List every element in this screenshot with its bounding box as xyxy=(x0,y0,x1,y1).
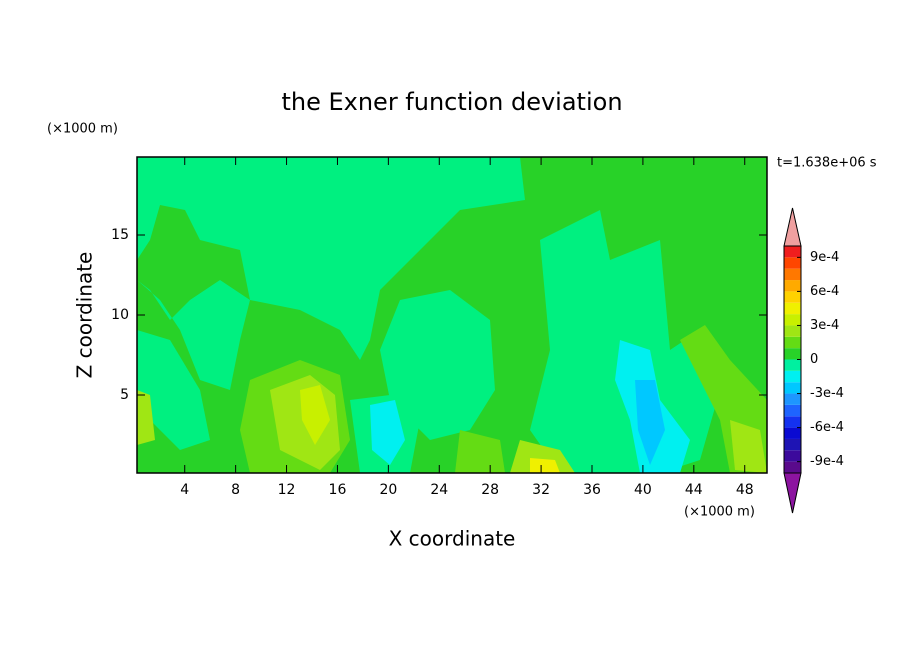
colorbar-band xyxy=(784,348,801,360)
colorbar-under xyxy=(783,472,802,514)
y-tick-label: 10 xyxy=(111,307,129,323)
x-tick-label: 16 xyxy=(329,482,347,498)
colorbar-band xyxy=(784,416,801,428)
colorbar-over xyxy=(783,207,802,247)
x-tick-label: 40 xyxy=(634,482,652,498)
x-tick-label: 32 xyxy=(532,482,550,498)
colorbar-tick-label: 0 xyxy=(810,352,818,367)
colorbar-tick-label: 3e-4 xyxy=(810,318,839,333)
colorbar-band xyxy=(784,359,801,371)
colorbar-band xyxy=(784,302,801,315)
x-tick-label: 36 xyxy=(583,482,601,498)
contour-field xyxy=(137,157,767,473)
time-label: t=1.638e+06 s xyxy=(777,156,877,171)
x-axis-label: X coordinate xyxy=(389,527,516,551)
colorbar-tick-label: 6e-4 xyxy=(810,284,839,299)
x-tick-label: 20 xyxy=(379,482,397,498)
y-axis-label: Z coordinate xyxy=(73,252,97,379)
x-unit: (×1000 m) xyxy=(684,505,755,520)
colorbar-band xyxy=(784,382,801,394)
colorbar-band xyxy=(784,427,801,439)
colorbar-tick-label: -9e-4 xyxy=(810,454,844,469)
colorbar-band xyxy=(784,268,801,281)
colorbar-band xyxy=(784,450,801,462)
colorbar-band xyxy=(784,370,801,383)
x-tick-label: 8 xyxy=(231,482,240,498)
colorbar-tick-label: -6e-4 xyxy=(810,420,844,435)
x-tick-label: 4 xyxy=(180,482,189,498)
colorbar-band xyxy=(784,314,801,326)
colorbar-band xyxy=(784,393,801,405)
y-tick-label: 5 xyxy=(120,387,129,403)
x-tick-label: 48 xyxy=(736,482,754,498)
colorbar-band xyxy=(784,280,801,292)
x-tick-label: 12 xyxy=(278,482,296,498)
colorbar-band xyxy=(784,336,801,349)
colorbar-band xyxy=(784,291,801,303)
colorbar-band xyxy=(784,257,801,269)
x-tick-label: 28 xyxy=(481,482,499,498)
colorbar-band xyxy=(784,461,801,473)
colorbar-tick-label: -3e-4 xyxy=(810,386,844,401)
y-unit: (×1000 m) xyxy=(47,122,118,137)
x-tick-label: 24 xyxy=(430,482,448,498)
x-tick-label: 44 xyxy=(685,482,703,498)
colorbar-band xyxy=(784,325,801,337)
colorbar-band xyxy=(784,246,801,258)
colorbar-tick-label: 9e-4 xyxy=(810,250,839,265)
chart-title: the Exner function deviation xyxy=(281,88,622,116)
colorbar-band xyxy=(784,404,801,417)
colorbar-band xyxy=(784,438,801,451)
y-tick-label: 15 xyxy=(111,227,129,243)
